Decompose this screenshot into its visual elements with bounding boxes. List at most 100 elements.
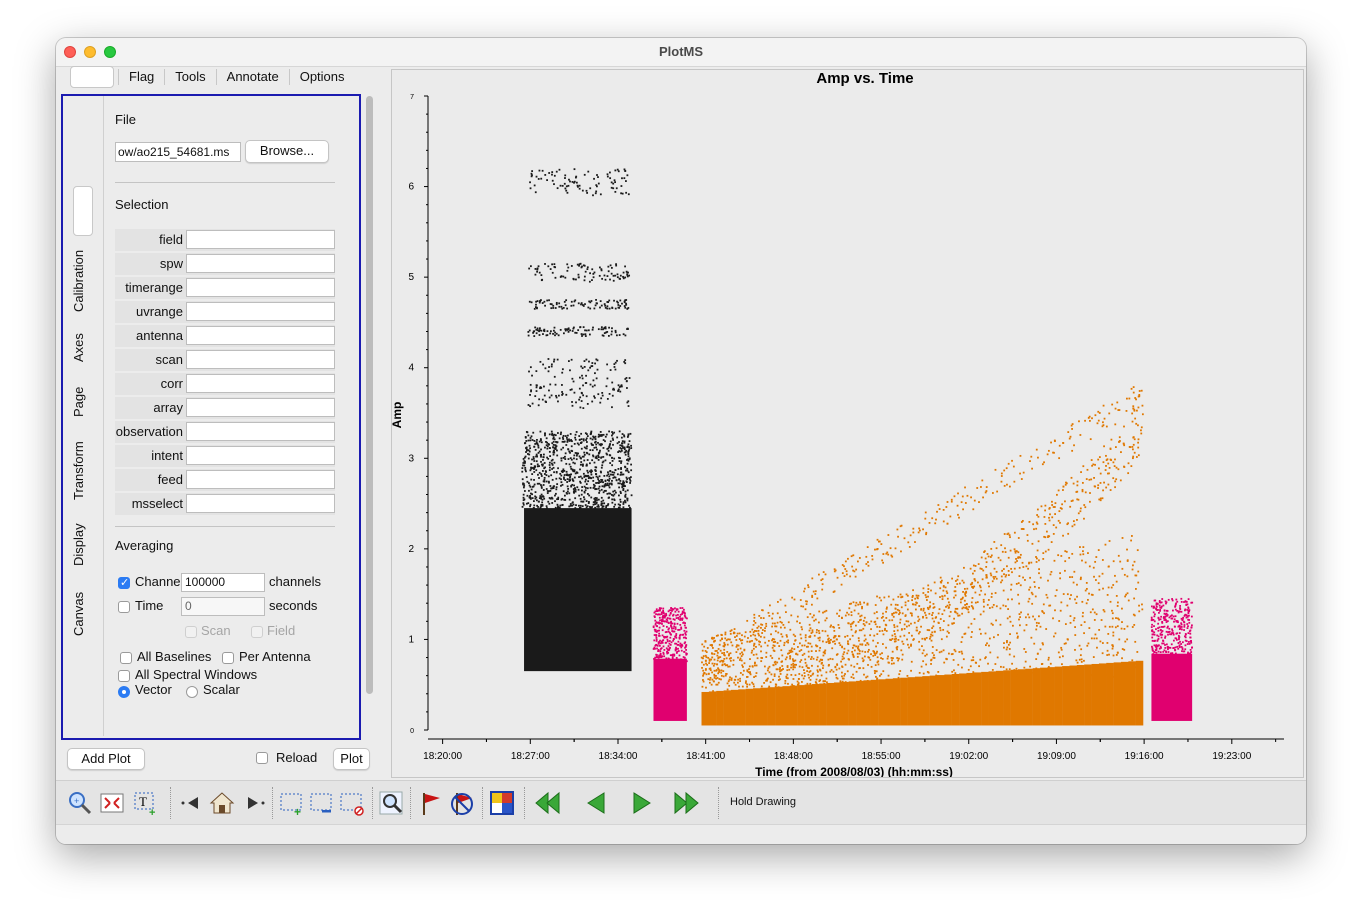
data-point — [1131, 412, 1134, 415]
zoom-window-button[interactable] — [104, 46, 116, 58]
channel-count-input[interactable]: 100000 — [181, 573, 265, 592]
antenna-input[interactable] — [186, 326, 335, 345]
data-point — [744, 631, 747, 634]
first-page-icon[interactable] — [534, 789, 562, 817]
tab-options[interactable]: Options — [288, 69, 355, 85]
data-point — [818, 573, 820, 576]
data-point — [621, 485, 624, 487]
scalar-radio[interactable] — [186, 686, 198, 698]
msselect-input[interactable] — [186, 494, 335, 513]
data-point — [557, 467, 559, 470]
data-point — [964, 593, 967, 596]
data-point — [1024, 671, 1027, 674]
data-point — [910, 612, 913, 615]
scan-checkbox[interactable] — [185, 626, 197, 638]
spw-input[interactable] — [186, 254, 335, 273]
tab-data[interactable] — [70, 66, 114, 88]
data-point — [776, 642, 779, 644]
previous-page-icon[interactable] — [582, 789, 610, 817]
scan-input[interactable] — [186, 350, 335, 369]
data-point — [994, 683, 997, 685]
file-path-input[interactable]: ow/ao215_54681.ms — [115, 142, 241, 162]
next-page-icon[interactable] — [628, 789, 656, 817]
data-point — [754, 675, 757, 678]
data-point — [1102, 609, 1105, 611]
subtract-region-icon[interactable] — [308, 789, 336, 817]
time-checkbox[interactable] — [118, 601, 130, 613]
data-point — [1035, 521, 1038, 524]
data-point — [585, 463, 588, 466]
data-point — [596, 499, 598, 501]
unflag-icon[interactable] — [448, 789, 476, 817]
settings-scrollbar[interactable] — [364, 94, 374, 740]
clear-regions-icon[interactable] — [338, 789, 366, 817]
mark-region-icon[interactable]: + — [278, 789, 306, 817]
home-icon[interactable] — [208, 789, 236, 817]
vtab-display[interactable]: Display — [71, 523, 86, 567]
observation-input[interactable] — [186, 422, 335, 441]
data-point — [1093, 476, 1095, 479]
data-point — [551, 442, 554, 445]
data-point — [589, 462, 591, 465]
array-input[interactable] — [186, 398, 335, 417]
previous-iteration-icon[interactable] — [178, 789, 206, 817]
vtab-axes[interactable]: Axes — [71, 333, 86, 363]
flag-extension-icon[interactable] — [488, 789, 516, 817]
tab-annotate[interactable]: Annotate — [215, 69, 289, 85]
plot-canvas[interactable]: Amp vs. Time Time (from 2008/08/03) (hh:… — [391, 69, 1304, 778]
locate-icon[interactable] — [378, 789, 406, 817]
data-point — [718, 678, 721, 680]
vector-radio[interactable] — [118, 686, 130, 698]
vtab-calibration[interactable]: Calibration — [71, 249, 86, 313]
data-point — [1176, 645, 1179, 648]
next-iteration-icon[interactable] — [240, 789, 268, 817]
channel-checkbox[interactable] — [118, 576, 130, 589]
tab-tools[interactable]: Tools — [164, 69, 215, 85]
zoom-to-fit-icon[interactable] — [98, 789, 126, 817]
reload-checkbox[interactable] — [256, 752, 268, 764]
plot-button[interactable]: Plot — [333, 748, 370, 770]
data-point — [904, 601, 907, 604]
browse-button[interactable]: Browse... — [245, 140, 329, 163]
minimize-window-button[interactable] — [84, 46, 96, 58]
close-window-button[interactable] — [64, 46, 76, 58]
data-point — [529, 187, 532, 190]
data-point — [1175, 657, 1178, 660]
scrollbar-thumb[interactable] — [366, 96, 373, 694]
data-point — [1117, 409, 1120, 411]
intent-input[interactable] — [186, 446, 335, 465]
data-point — [656, 625, 659, 628]
last-page-icon[interactable] — [672, 789, 700, 817]
field-checkbox[interactable] — [251, 626, 263, 638]
tab-flag[interactable]: Flag — [118, 69, 164, 85]
vtab-page[interactable]: Page — [71, 386, 86, 418]
data-point — [529, 447, 532, 450]
all-spectral-windows-checkbox[interactable] — [118, 670, 130, 682]
time-seconds-input[interactable]: 0 — [181, 597, 265, 616]
flag-icon[interactable] — [418, 789, 446, 817]
field-input[interactable] — [186, 230, 335, 249]
data-point — [598, 266, 601, 269]
all-baselines-checkbox[interactable] — [120, 652, 132, 664]
timerange-input[interactable] — [186, 278, 335, 297]
vtab-canvas[interactable]: Canvas — [71, 591, 86, 637]
feed-input[interactable] — [186, 470, 335, 489]
vtab-data[interactable] — [73, 186, 93, 236]
data-point — [1004, 551, 1007, 553]
data-point — [947, 624, 950, 627]
vtab-transform[interactable]: Transform — [71, 441, 86, 501]
per-antenna-checkbox[interactable] — [222, 652, 234, 664]
data-point — [772, 664, 775, 667]
data-point — [1165, 612, 1168, 615]
data-point — [726, 651, 729, 653]
annotate-text-icon[interactable]: T+ — [132, 789, 160, 817]
data-point — [523, 460, 526, 462]
hold-drawing-label[interactable]: Hold Drawing — [730, 796, 797, 808]
corr-input[interactable] — [186, 374, 335, 393]
add-plot-button[interactable]: Add Plot — [67, 748, 145, 770]
data-point — [654, 622, 657, 625]
data-point — [1086, 468, 1089, 471]
uvrange-input[interactable] — [186, 302, 335, 321]
data-point — [676, 622, 679, 625]
zoom-icon[interactable]: + — [66, 789, 94, 817]
